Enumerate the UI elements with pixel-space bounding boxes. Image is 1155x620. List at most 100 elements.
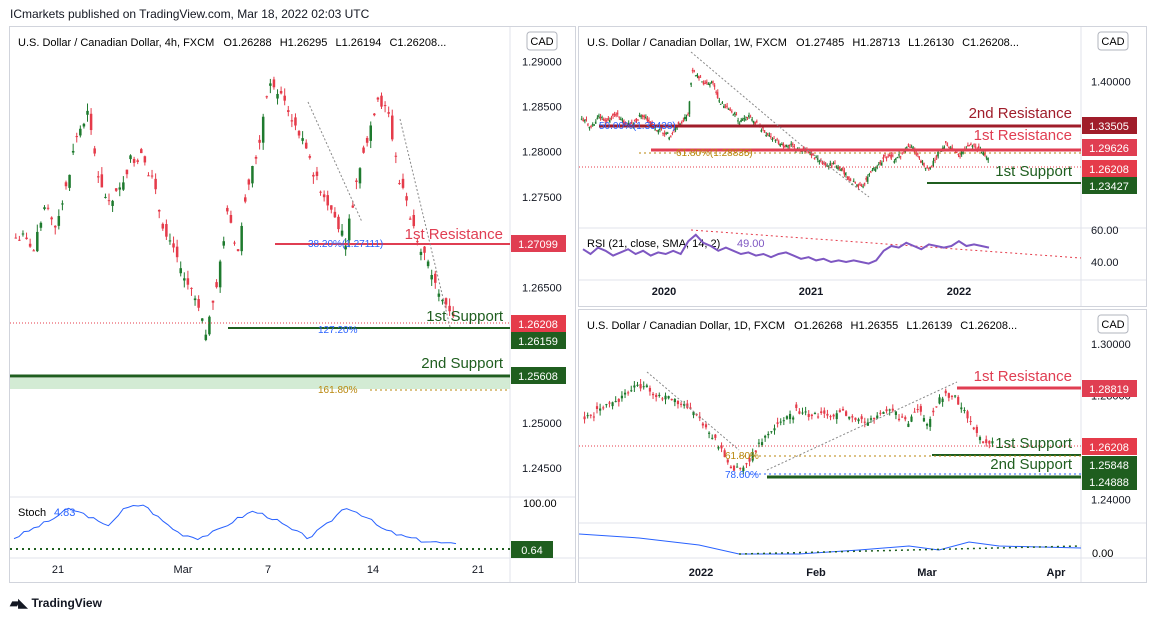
legend-weekly: U.S. Dollar / Canadian Dollar, 1W, FXCM …: [587, 37, 1019, 49]
candle-body: [680, 121, 683, 124]
candle-body: [854, 417, 857, 420]
candle-body: [724, 106, 727, 108]
rsi-tick-label: 60.00: [1091, 225, 1119, 237]
rsi-label: RSI (21, close, SMA, 14, 2): [587, 238, 720, 250]
candle-body: [660, 127, 663, 129]
candle-body: [848, 176, 850, 180]
candle-body: [599, 408, 602, 411]
candle-body: [987, 157, 989, 161]
badge-resistance-1: [511, 235, 566, 252]
price-tick-label: 1.28500: [522, 102, 562, 114]
candle-body: [64, 182, 68, 187]
chart-daily-panel[interactable]: 61.80% 78.60% 1st Resistance 1st Support…: [578, 309, 1147, 583]
candle-body: [665, 132, 667, 134]
candle-body: [648, 119, 650, 122]
currency-button[interactable]: [1097, 314, 1129, 334]
candle-body: [777, 141, 780, 144]
fib-61-label: 61.80%(1.28835): [676, 148, 753, 159]
time-tick-label: Mar: [174, 564, 193, 576]
candle-body: [97, 176, 100, 178]
candle-body: [766, 133, 769, 135]
candle-body: [580, 118, 583, 120]
candle-body: [896, 157, 899, 159]
candle-body: [985, 439, 988, 444]
badge-stoch: [511, 541, 553, 558]
candle-body: [869, 418, 873, 420]
candle-body: [655, 130, 658, 132]
candle-body: [741, 119, 744, 121]
candle-body: [891, 155, 894, 157]
candle-body: [723, 450, 726, 458]
candle-body: [810, 153, 813, 156]
candle-body: [932, 410, 935, 413]
legend-4h: U.S. Dollar / Canadian Dollar, 4h, FXCM …: [18, 37, 446, 49]
candle-body: [394, 155, 398, 157]
currency-button[interactable]: [526, 31, 558, 51]
candle-body: [620, 395, 624, 399]
candle-body: [752, 120, 755, 123]
candle-body: [754, 450, 757, 452]
candle-body: [779, 421, 782, 423]
candle-body: [937, 151, 939, 157]
candle-body: [322, 194, 326, 198]
chart-4h-panel[interactable]: 38.20%(1.27111) 127.20% 161.80% 1st Resi…: [9, 26, 576, 583]
chart-daily-svg[interactable]: 61.80% 78.60% 1st Resistance 1st Support…: [579, 310, 1146, 582]
candle-body: [754, 122, 756, 125]
stoch-label: Stoch: [18, 507, 46, 519]
candle-body: [749, 116, 752, 118]
candle-body: [885, 409, 888, 412]
support-1-label: 1st Support: [426, 308, 504, 325]
candle-body: [75, 136, 78, 138]
candle-body: [649, 121, 652, 124]
candle-body: [787, 146, 789, 148]
candle-body: [712, 81, 714, 84]
candle-body: [801, 412, 804, 414]
badge-last-price-text: 1.26208: [518, 319, 558, 331]
chart-4h-svg[interactable]: 38.20%(1.27111) 127.20% 161.80% 1st Resi…: [10, 27, 575, 582]
candle-body: [860, 184, 863, 186]
candle-body: [36, 231, 39, 252]
candle-body: [641, 115, 644, 117]
candle-body: [666, 132, 669, 134]
currency-button[interactable]: [1097, 31, 1129, 51]
candle-body: [901, 416, 904, 418]
badge-support-2-text: 1.24888: [1089, 477, 1129, 489]
time-tick-label: 14: [367, 564, 379, 576]
candle-body: [226, 207, 229, 212]
candle-body: [949, 147, 952, 149]
candle-body: [737, 120, 739, 122]
candle-body: [721, 102, 723, 104]
support-2-label: 2nd Support: [421, 355, 504, 372]
candle-body: [337, 216, 340, 230]
candle-body: [607, 118, 609, 121]
legend-open: O1.26268: [794, 320, 842, 332]
candle-body: [608, 119, 611, 123]
candle-body: [863, 421, 866, 423]
chart-weekly-svg[interactable]: 50.00%(1.33438) 61.80%(1.28835) 2nd Resi…: [579, 27, 1146, 306]
candle-body: [835, 165, 838, 168]
chart-weekly-panel[interactable]: 50.00%(1.33438) 61.80%(1.28835) 2nd Resi…: [578, 26, 1147, 307]
candle-body: [785, 416, 789, 419]
candle-body: [982, 153, 985, 155]
candle-body: [315, 171, 319, 177]
candle-body: [626, 122, 628, 124]
trend-line-b: [399, 118, 451, 328]
candle-body: [735, 113, 738, 116]
legend-close: C1.26208...: [960, 320, 1017, 332]
candle-body: [873, 417, 876, 420]
candle-body: [879, 161, 881, 164]
candle-body: [623, 392, 627, 395]
price-tick-label: 1.29000: [522, 56, 562, 68]
legend-high: H1.28713: [852, 37, 900, 49]
candle-body: [830, 165, 833, 167]
price-tick-label: 1.26500: [522, 282, 562, 294]
candle-body: [785, 144, 788, 147]
candle-body: [287, 110, 290, 112]
candle-body: [795, 404, 798, 408]
candle-body: [963, 410, 966, 412]
candle-body: [948, 146, 950, 148]
candle-body: [129, 155, 132, 160]
candle-body: [743, 118, 745, 120]
candle-body: [674, 128, 677, 131]
candle-body: [938, 397, 941, 404]
